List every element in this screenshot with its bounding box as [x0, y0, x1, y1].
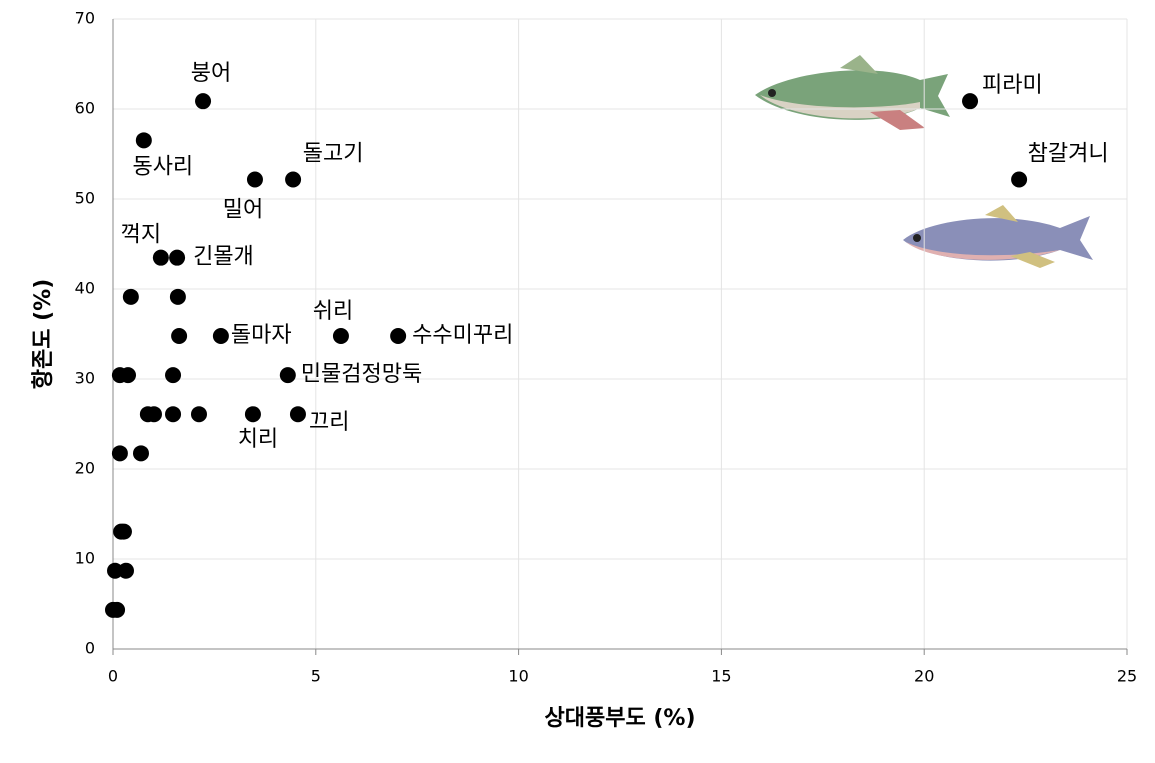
point	[107, 562, 124, 579]
x-tick-label: 5	[311, 667, 321, 686]
point	[132, 445, 149, 462]
point	[165, 406, 182, 423]
y-tick-label: 0	[85, 639, 95, 658]
x-tick-label: 20	[914, 667, 934, 686]
x-tick-label: 0	[108, 667, 118, 686]
point-label: 돌마자	[231, 323, 292, 348]
x-tick-label: 25	[1117, 667, 1137, 686]
point	[169, 249, 186, 266]
point-label: 치리	[238, 427, 278, 452]
point	[169, 288, 186, 305]
point	[122, 288, 139, 305]
point	[244, 406, 261, 423]
point	[962, 93, 979, 110]
point	[390, 327, 407, 344]
point	[1011, 171, 1028, 188]
point-label: 피라미	[982, 73, 1043, 98]
point	[115, 523, 132, 540]
point	[165, 367, 182, 384]
y-tick-label: 10	[75, 549, 95, 568]
point	[109, 601, 126, 618]
point-label: 수수미꾸리	[412, 323, 513, 348]
point	[152, 249, 169, 266]
point-label: 민물검정망둑	[301, 362, 422, 387]
point-label: 붕어	[191, 61, 231, 86]
y-tick-label: 50	[75, 189, 95, 208]
x-tick-label: 10	[508, 667, 528, 686]
point-label: 밀어	[223, 197, 263, 222]
y-tick-label: 40	[75, 279, 95, 298]
point	[171, 327, 188, 344]
point	[135, 132, 152, 149]
point	[279, 367, 296, 384]
point	[117, 562, 134, 579]
point	[111, 445, 128, 462]
y-axis-title: 항존도 (%)	[31, 279, 56, 390]
point	[246, 171, 263, 188]
point-label: 꺽지	[121, 223, 161, 248]
point	[195, 93, 212, 110]
point	[145, 406, 162, 423]
y-tick-label: 30	[75, 369, 95, 388]
y-tick-label: 20	[75, 459, 95, 478]
x-tick-label: 15	[711, 667, 731, 686]
point-label: 긴몰개	[193, 245, 254, 270]
point	[285, 171, 302, 188]
point-label: 끄리	[309, 410, 349, 435]
point	[120, 367, 137, 384]
fish-illustration	[755, 55, 1093, 268]
point	[212, 327, 229, 344]
point-label: 참갈겨니	[1028, 141, 1109, 166]
point-label: 동사리	[132, 154, 193, 179]
point	[289, 406, 306, 423]
y-tick-label: 70	[75, 9, 95, 28]
y-tick-label: 60	[75, 99, 95, 118]
point-label: 돌고기	[303, 141, 364, 166]
point	[190, 406, 207, 423]
x-axis-title: 상대풍부도 (%)	[544, 706, 695, 731]
point-label: 쉬리	[313, 299, 353, 324]
point	[332, 327, 349, 344]
